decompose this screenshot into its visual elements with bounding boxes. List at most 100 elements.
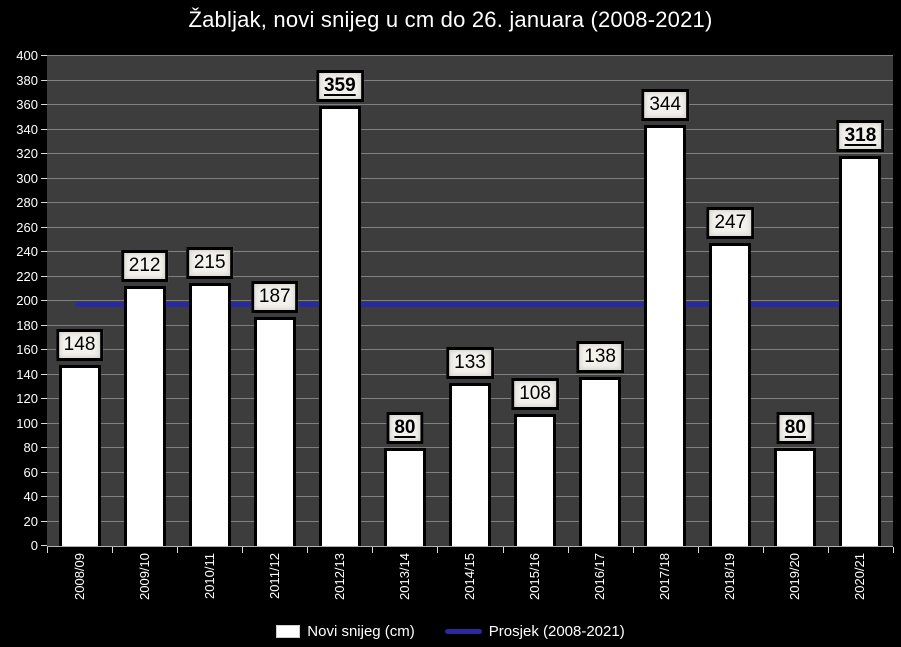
bar	[644, 124, 687, 546]
y-axis-tick-mark	[41, 471, 47, 473]
y-axis-tick-mark	[41, 128, 47, 130]
x-axis-category-label: 2013/14	[396, 553, 412, 600]
y-axis-tick-mark	[41, 520, 47, 522]
y-axis-tick-label: 20	[23, 513, 38, 529]
bar	[318, 106, 361, 546]
y-axis-tick-label: 60	[23, 464, 38, 480]
x-axis-category-label: 2014/15	[462, 553, 477, 600]
legend-label-line: Prosjek (2008-2021)	[488, 623, 625, 640]
y-axis-tick-label: 400	[16, 48, 38, 63]
bar	[123, 286, 166, 546]
y-axis-tick-mark	[41, 496, 47, 497]
x-axis-tick-mark	[502, 547, 504, 553]
bar-value-label: 212	[120, 250, 169, 283]
x-axis-category-label: 2011/12	[266, 553, 282, 600]
y-axis-tick-mark	[41, 545, 47, 546]
x-axis-category-label: 2010/11	[201, 553, 217, 600]
x-axis-tick-mark	[112, 547, 114, 553]
bar-value-label: 215	[185, 246, 234, 279]
bar	[383, 448, 426, 546]
gridline	[47, 177, 893, 179]
y-axis-tick-mark	[41, 177, 47, 179]
y-axis-tick-label: 220	[16, 268, 38, 284]
y-axis-tick-label: 300	[16, 170, 38, 186]
gridline	[47, 324, 893, 326]
x-axis-category-label: 2017/18	[657, 553, 673, 600]
bar-value-label: 80	[386, 412, 424, 444]
x-axis-category-label: 2015/16	[527, 553, 543, 600]
gridline	[47, 153, 893, 154]
average-line	[74, 301, 858, 307]
y-axis-tick-mark	[41, 324, 47, 326]
y-axis-tick-mark	[41, 226, 47, 228]
y-axis-tick-mark	[41, 300, 47, 301]
y-axis-tick-label: 180	[16, 317, 38, 333]
x-axis-category-label: 2012/13	[331, 553, 347, 600]
bar	[774, 448, 817, 546]
plot-area: 148 212 215 187 359 80 133 108 138 344 247 80 318	[47, 55, 893, 547]
y-axis-tick-mark	[41, 373, 47, 375]
bar	[188, 282, 231, 546]
y-axis-tick-label: 200	[16, 293, 38, 308]
gridline	[47, 300, 893, 301]
y-axis-tick-label: 360	[16, 97, 38, 112]
y-axis-tick-label: 380	[16, 72, 38, 88]
x-axis-tick-mark	[827, 547, 829, 553]
x-axis-category-label: 2009/10	[136, 553, 152, 600]
bar-value-label: 318	[836, 120, 885, 153]
x-axis-category-label: 2016/17	[592, 553, 608, 600]
y-axis-tick-label: 120	[16, 391, 38, 406]
line-series-swatch	[444, 629, 482, 634]
y-axis-tick-label: 100	[16, 415, 38, 431]
y-axis-tick-label: 80	[23, 440, 38, 455]
x-axis-tick-mark	[697, 547, 699, 553]
bar-value-label: 344	[641, 88, 690, 121]
y-axis-tick-label: 160	[16, 342, 38, 357]
y-axis-tick-label: 40	[23, 489, 38, 504]
x-axis-category-label: 2008/09	[71, 553, 87, 600]
x-axis-tick-mark	[177, 547, 179, 553]
bar-value-label: 108	[511, 377, 559, 410]
y-axis-tick-mark	[41, 202, 47, 203]
x-axis-category-label: 2019/20	[787, 553, 803, 600]
bar-value-label: 80	[776, 412, 814, 444]
legend-label-bars: Novi snijeg (cm)	[307, 623, 415, 640]
gridline	[47, 79, 893, 81]
x-axis-tick-mark	[372, 547, 374, 553]
y-axis-tick-mark	[41, 422, 47, 424]
bar	[514, 413, 557, 546]
gridline	[47, 251, 893, 252]
bar-value-label: 138	[576, 340, 624, 373]
y-axis-tick-label: 260	[16, 219, 38, 235]
legend-item-line: Prosjek (2008-2021)	[444, 623, 625, 640]
y-axis-tick-mark	[41, 349, 47, 350]
gridline	[47, 275, 893, 277]
bar	[579, 376, 622, 546]
x-axis-category-label: 2020/21	[852, 553, 868, 600]
gridline	[47, 226, 893, 228]
y-axis-tick-label: 140	[16, 366, 38, 382]
y-axis-tick-label: 240	[16, 244, 38, 259]
bar-value-label: 247	[706, 207, 755, 240]
bar	[58, 364, 101, 546]
chart-title: Žabljak, novi snijeg u cm do 26. januara…	[188, 7, 713, 32]
gridline	[47, 55, 893, 56]
y-axis-tick-label: 0	[30, 538, 38, 553]
y-axis-tick-mark	[41, 398, 47, 399]
y-axis-tick-mark	[41, 153, 47, 154]
x-axis-tick-mark	[893, 547, 894, 553]
gridline	[47, 202, 893, 203]
x-axis-category-label: 2018/19	[722, 553, 738, 600]
legend-item-bars: Novi snijeg (cm)	[276, 623, 415, 640]
bar	[839, 156, 882, 546]
bar	[253, 316, 296, 546]
x-axis-tick-mark	[762, 547, 764, 553]
bar	[449, 383, 491, 546]
x-axis-tick-mark	[307, 547, 309, 553]
x-axis-tick-mark	[632, 547, 634, 553]
gridline	[47, 128, 893, 130]
bar	[709, 243, 752, 546]
bar-value-label: 359	[315, 70, 364, 103]
y-axis-tick-label: 280	[16, 195, 38, 210]
